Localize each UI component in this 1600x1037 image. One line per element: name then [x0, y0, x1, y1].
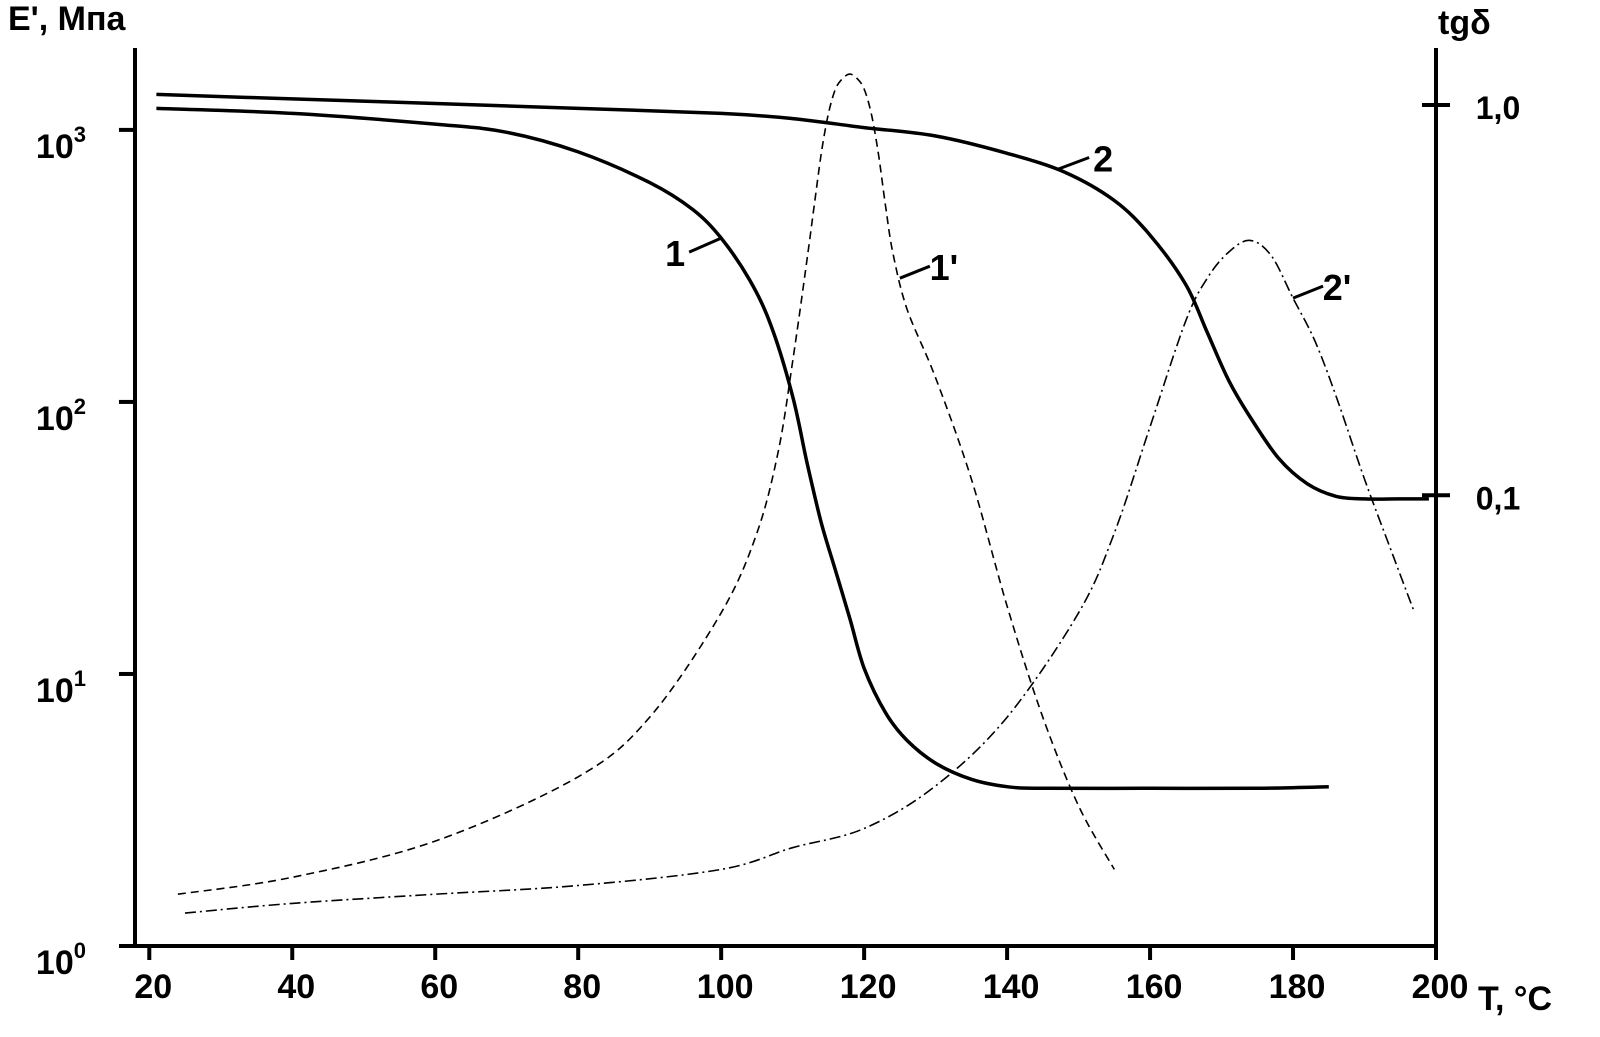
curve-label-leader [1292, 284, 1324, 300]
x-tick-label: 120 [840, 968, 897, 1006]
right-tick-label: 0,1 [1476, 480, 1520, 516]
left-tick-label: 101 [36, 666, 86, 710]
x-tick-label: 160 [1126, 968, 1183, 1006]
x-tick-label: 200 [1412, 968, 1469, 1006]
curve-label-leader [688, 236, 722, 254]
curve-label-leader [1056, 156, 1090, 171]
x-tick-label: 60 [420, 968, 458, 1006]
curve-label: 2 [1093, 139, 1113, 180]
left-tick-label: 103 [36, 122, 86, 166]
series-line-1 [156, 106, 1329, 791]
right-ticks: 1,0 0,1 [1422, 90, 1520, 516]
series-line-2prime [184, 239, 1416, 914]
right-axis-title: tgδ [1438, 4, 1491, 42]
series-line-2 [156, 92, 1429, 501]
series-group [156, 73, 1429, 914]
right-tick-label: 1,0 [1476, 90, 1520, 126]
series-line-1prime [177, 73, 1115, 895]
x-tick-label: 140 [983, 968, 1040, 1006]
curve-label: 2' [1323, 267, 1352, 308]
curve-label: 1 [665, 233, 685, 274]
curve-labels: 1 1' 2 2' [665, 139, 1351, 309]
x-tick-label: 100 [697, 968, 754, 1006]
x-tick-label: 180 [1269, 968, 1326, 1006]
curve-label-leader [899, 264, 931, 280]
curve-label: 1' [930, 247, 959, 288]
x-tick-label: 20 [134, 968, 172, 1006]
left-tick-label: 102 [36, 394, 86, 438]
x-tick-label: 40 [277, 968, 315, 1006]
left-tick-label: 100 [36, 938, 86, 982]
x-axis-title: T, °C [1478, 980, 1552, 1018]
left-axis-title: E', Мпа [8, 0, 127, 38]
x-ticks: 20 40 60 80 100 120 140 160 180 200 [134, 946, 1468, 1006]
x-tick-label: 80 [563, 968, 601, 1006]
plot-frame [133, 48, 1438, 948]
left-ticks: 100 101 102 103 [36, 122, 135, 982]
